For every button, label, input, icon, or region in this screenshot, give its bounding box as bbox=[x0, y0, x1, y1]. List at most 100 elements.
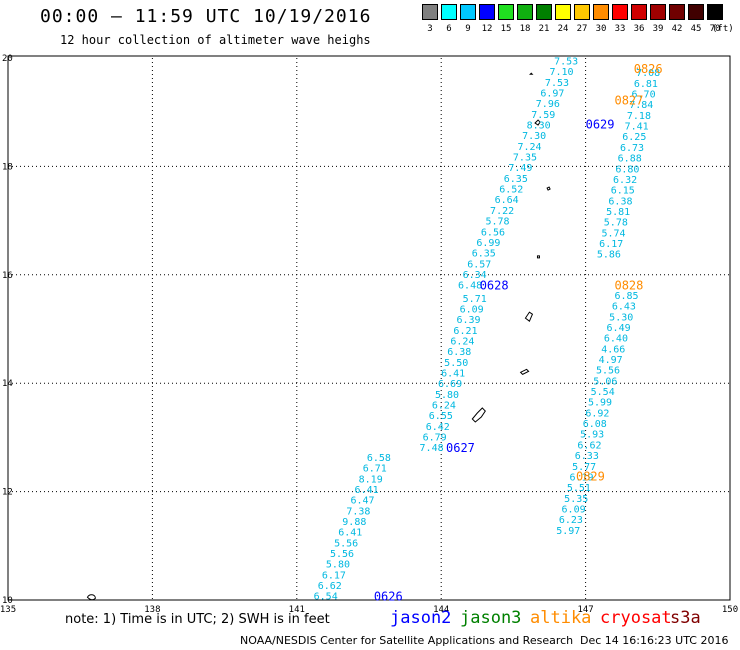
legend-label: 30 bbox=[595, 24, 607, 34]
swh-value: 5.80 bbox=[326, 560, 350, 571]
swh-value: 6.64 bbox=[495, 195, 519, 206]
swh-value: 5.06 bbox=[593, 376, 617, 387]
legend-swatch bbox=[460, 4, 476, 20]
swh-value: 5.77 bbox=[572, 462, 596, 473]
swh-value: 7.53 bbox=[545, 78, 569, 89]
swh-value: 5.71 bbox=[463, 294, 487, 305]
legend-label: 12 bbox=[481, 24, 493, 34]
legend-swatch bbox=[707, 4, 723, 20]
satellite-jason2: jason2 bbox=[390, 608, 452, 628]
swh-value: 6.38 bbox=[608, 196, 632, 207]
satellite-jason3: jason3 bbox=[460, 608, 522, 628]
y-tick-label: 20 bbox=[2, 54, 13, 64]
swh-value: 7.41 bbox=[625, 122, 649, 133]
swh-value: 7.24 bbox=[517, 142, 541, 153]
swh-value: 6.42 bbox=[426, 422, 450, 433]
island bbox=[529, 72, 534, 75]
swh-value: 6.41 bbox=[338, 528, 362, 539]
legend-label: 36 bbox=[633, 24, 645, 34]
legend-swatch bbox=[669, 4, 685, 20]
swh-value: 7.49 bbox=[508, 163, 532, 174]
swh-value: 7.30 bbox=[522, 131, 546, 142]
swh-value: 6.41 bbox=[355, 485, 379, 496]
swh-value: 6.08 bbox=[583, 419, 607, 430]
swh-value: 5.35 bbox=[564, 494, 588, 505]
swh-value: 6.17 bbox=[599, 239, 623, 250]
legend-swatch bbox=[650, 4, 666, 20]
swh-value: 6.97 bbox=[540, 88, 564, 99]
swh-value: 6.62 bbox=[318, 581, 342, 592]
swh-value: 5.80 bbox=[435, 390, 459, 401]
legend-label: 33 bbox=[614, 24, 626, 34]
swh-value: 4.97 bbox=[599, 355, 623, 366]
swh-value: 5.86 bbox=[597, 250, 621, 261]
legend-swatch bbox=[631, 4, 647, 20]
legend-label: 18 bbox=[519, 24, 531, 34]
legend-label: 39 bbox=[652, 24, 664, 34]
swh-value: 6.15 bbox=[611, 186, 635, 197]
swh-value: 6.38 bbox=[447, 347, 471, 358]
x-tick-label: 138 bbox=[144, 605, 160, 615]
x-tick-label: 144 bbox=[433, 605, 449, 615]
palau-island bbox=[86, 594, 96, 601]
swh-value: 6.58 bbox=[367, 453, 391, 464]
swh-value: 6.99 bbox=[476, 238, 500, 249]
legend-label: 15 bbox=[500, 24, 512, 34]
legend-swatch bbox=[574, 4, 590, 20]
swh-value: 6.47 bbox=[350, 496, 374, 507]
swh-value: 6.55 bbox=[429, 411, 453, 422]
swh-value: 7.48 bbox=[420, 443, 444, 454]
swh-value: 5.51 bbox=[567, 483, 591, 494]
swh-value: 5.56 bbox=[334, 538, 358, 549]
swh-value: 7.53 bbox=[554, 56, 578, 67]
island bbox=[534, 119, 541, 126]
swh-value: 7.22 bbox=[490, 206, 514, 217]
swh-value: 6.73 bbox=[620, 143, 644, 154]
legend-label: 27 bbox=[576, 24, 588, 34]
legend-label: 24 bbox=[557, 24, 569, 34]
saipan-island bbox=[524, 311, 534, 322]
legend-swatch bbox=[498, 4, 514, 20]
y-tick-label: 10 bbox=[2, 596, 13, 606]
y-tick-label: 18 bbox=[2, 162, 13, 172]
swh-value: 6.57 bbox=[467, 259, 491, 270]
satellite-s3a: s3a bbox=[670, 608, 701, 628]
x-tick-label: 135 bbox=[0, 605, 16, 615]
legend-label: 42 bbox=[671, 24, 683, 34]
swh-value: 6.43 bbox=[612, 302, 636, 313]
pass-time-label: 0626 bbox=[374, 590, 403, 604]
swh-value: 6.85 bbox=[614, 291, 638, 302]
swh-value: 6.39 bbox=[457, 315, 481, 326]
swh-value: 6.24 bbox=[432, 401, 456, 412]
swh-value: 8.19 bbox=[359, 474, 383, 485]
x-tick-label: 150 bbox=[722, 605, 738, 615]
swh-value: 5.30 bbox=[609, 312, 633, 323]
swh-value: 6.34 bbox=[463, 270, 487, 281]
footer-credit: NOAA/NESDIS Center for Satellite Applica… bbox=[240, 634, 574, 647]
x-tick-label: 147 bbox=[577, 605, 593, 615]
pass-time-label: 0627 bbox=[446, 441, 475, 455]
swh-value: 7.96 bbox=[536, 99, 560, 110]
legend-label: 6 bbox=[446, 24, 452, 34]
swh-value: 5.54 bbox=[591, 387, 615, 398]
map-subtitle: 12 hour collection of altimeter wave hei… bbox=[60, 33, 371, 47]
swh-value: 6.25 bbox=[622, 132, 646, 143]
swh-value: 5.56 bbox=[330, 549, 354, 560]
legend-swatch bbox=[536, 4, 552, 20]
map-title: 00:00 — 11:59 UTC 10/19/2016 bbox=[40, 6, 372, 27]
y-tick-label: 14 bbox=[2, 379, 13, 389]
footer-timestamp: Dec 14 16:16:23 UTC 2016 bbox=[580, 634, 729, 647]
legend-label: 21 bbox=[538, 24, 550, 34]
swh-value: 5.81 bbox=[606, 207, 630, 218]
x-tick-label: 141 bbox=[289, 605, 305, 615]
swh-value: 6.35 bbox=[504, 174, 528, 185]
swh-value: 6.49 bbox=[607, 323, 631, 334]
swh-value: 7.35 bbox=[513, 153, 537, 164]
legend-label: 3 bbox=[427, 24, 433, 34]
swh-value: 6.48 bbox=[458, 281, 482, 292]
swh-value: 6.52 bbox=[499, 185, 523, 196]
swh-value: 5.99 bbox=[588, 398, 612, 409]
pass-time-label: 0829 bbox=[576, 469, 605, 483]
swh-value: 6.09 bbox=[460, 304, 484, 315]
